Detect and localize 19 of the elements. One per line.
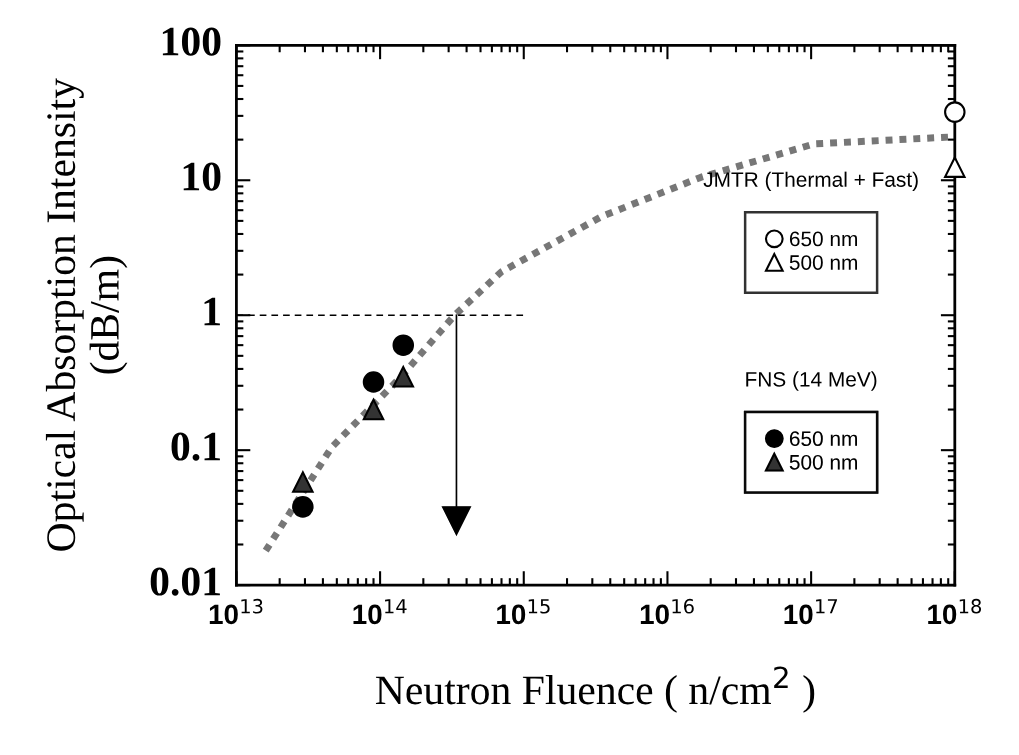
text: JMTR (Thermal + Fast) [703, 171, 918, 192]
x-tick-label: 10$^{13}$ [209, 598, 263, 625]
x-tick-label: 10$^{14}$ [353, 599, 407, 625]
y-tick-label: 10 [183, 162, 221, 191]
y-tick-label: 0.1 [171, 432, 220, 461]
x-tick-label: 10$^{18}$ [928, 598, 982, 625]
text: FNS (14 MeV) [746, 371, 877, 391]
y-tick-label: 1 [204, 297, 220, 326]
y-tick-label: 0.01 [150, 567, 220, 596]
x-axis-title: Neutron Fluence ( n/cm$^{2}$ ) [375, 666, 815, 713]
legend-label: 650 nm [789, 231, 857, 247]
x-tick-label: 10$^{16}$ [640, 598, 694, 625]
legend-label: 500 nm [789, 255, 857, 270]
legend-label: 650 nm [789, 431, 857, 447]
x-tick-label: 10$^{17}$ [784, 599, 838, 625]
y-tick-label: 100 [162, 27, 221, 56]
x-tick-label: 10$^{15}$ [497, 599, 550, 625]
legend-label: 500 nm [789, 454, 857, 470]
y-axis-title: Optical Absorption Intensity (dB/m) [45, 78, 128, 551]
